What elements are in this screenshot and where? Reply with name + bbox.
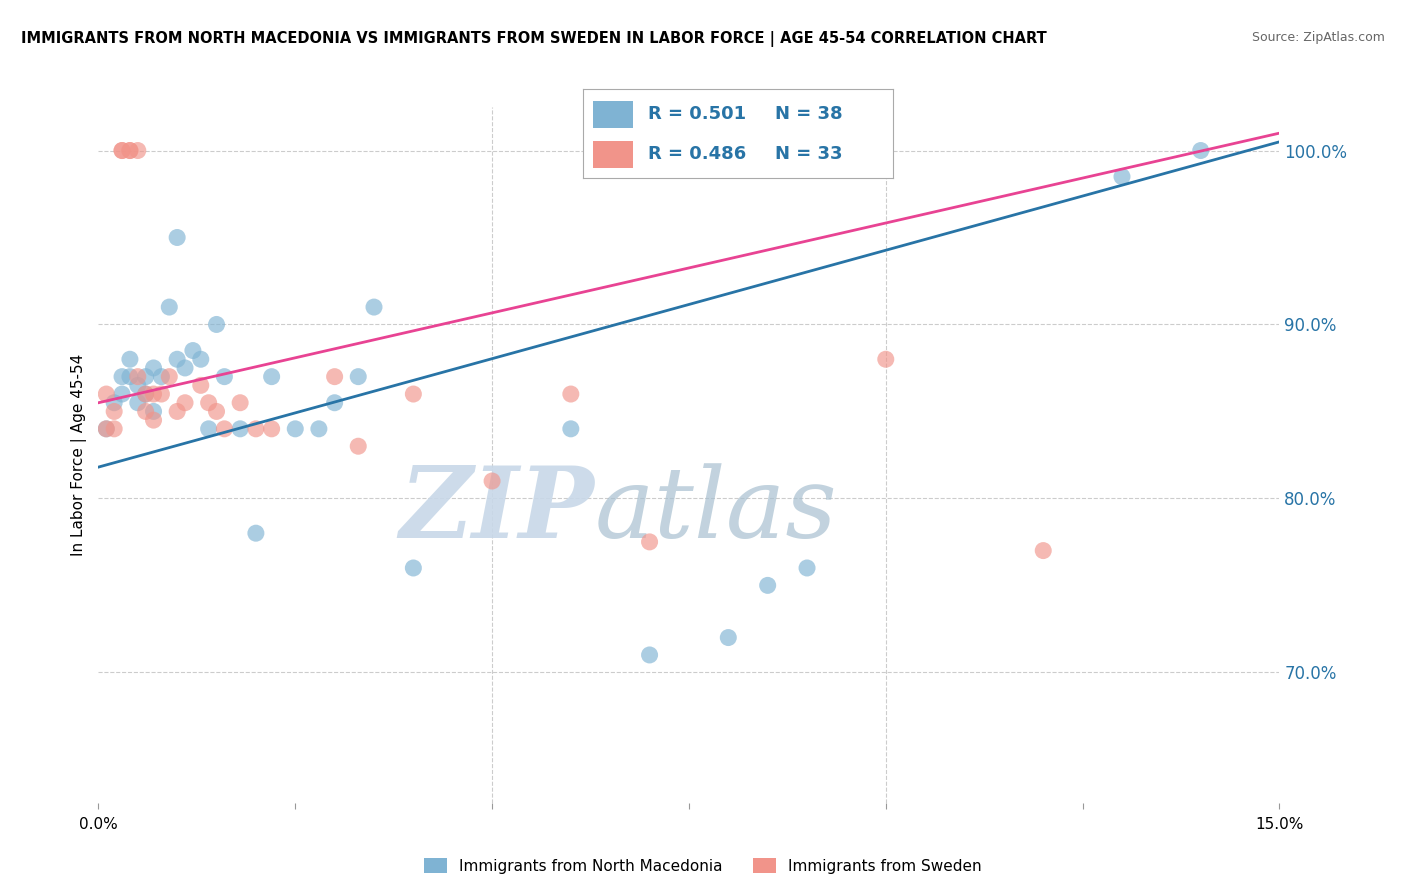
Point (150, 369, 173, 384)
Point (560, 387, 582, 401)
Point (118, 369, 141, 384)
Point (1189, 144, 1212, 158)
Point (717, 631, 740, 645)
Text: Source: ZipAtlas.com: Source: ZipAtlas.com (1251, 31, 1385, 45)
FancyBboxPatch shape (593, 141, 633, 168)
Point (756, 578, 779, 592)
Point (796, 561, 818, 575)
Text: R = 0.486: R = 0.486 (648, 145, 747, 163)
Point (1111, 169, 1133, 184)
Point (560, 422, 582, 436)
Point (103, 422, 125, 436)
Point (118, 144, 141, 158)
Point (96, 387, 118, 401)
Point (260, 369, 283, 384)
Point (135, 404, 157, 418)
Point (229, 422, 252, 436)
Point (96, 422, 118, 436)
Point (142, 404, 165, 418)
Point (135, 387, 157, 401)
Point (174, 360, 197, 375)
Point (127, 144, 149, 158)
Point (135, 387, 157, 401)
Point (205, 404, 228, 418)
Point (127, 369, 149, 384)
Point (402, 387, 425, 401)
Legend: Immigrants from North Macedonia, Immigrants from Sweden: Immigrants from North Macedonia, Immigra… (418, 852, 988, 880)
Text: N = 38: N = 38 (775, 104, 842, 123)
Point (481, 474, 503, 488)
Point (181, 343, 204, 358)
Point (323, 395, 346, 409)
Point (363, 300, 385, 314)
Point (214, 369, 236, 384)
Point (142, 387, 165, 401)
Text: R = 0.501: R = 0.501 (648, 104, 747, 123)
Text: N = 33: N = 33 (775, 145, 842, 163)
Point (229, 395, 252, 409)
Point (111, 387, 134, 401)
Point (166, 230, 188, 244)
Point (245, 526, 267, 541)
Point (308, 422, 330, 436)
Point (197, 422, 219, 436)
Point (245, 422, 267, 436)
Point (166, 352, 188, 367)
Point (96, 422, 118, 436)
Point (197, 395, 219, 409)
Point (111, 369, 134, 384)
Point (157, 300, 180, 314)
Point (260, 422, 283, 436)
Point (142, 360, 165, 375)
Point (142, 413, 165, 427)
Text: ZIP: ZIP (399, 462, 595, 558)
Point (214, 422, 236, 436)
Point (150, 387, 173, 401)
Text: 15.0%: 15.0% (1256, 817, 1303, 831)
Text: 0.0%: 0.0% (79, 817, 118, 831)
Point (127, 378, 149, 392)
Point (174, 395, 197, 409)
Point (118, 144, 141, 158)
Point (111, 144, 134, 158)
Point (284, 422, 307, 436)
Point (205, 318, 228, 332)
FancyBboxPatch shape (593, 101, 633, 128)
Point (111, 144, 134, 158)
Point (1032, 543, 1054, 558)
Point (157, 369, 180, 384)
Point (323, 369, 346, 384)
Point (135, 369, 157, 384)
Point (166, 404, 188, 418)
Point (638, 648, 661, 662)
Point (875, 352, 897, 367)
Point (402, 561, 425, 575)
Text: atlas: atlas (595, 463, 837, 558)
Point (347, 369, 370, 384)
Point (103, 404, 125, 418)
Point (103, 395, 125, 409)
Point (127, 395, 149, 409)
Text: IMMIGRANTS FROM NORTH MACEDONIA VS IMMIGRANTS FROM SWEDEN IN LABOR FORCE | AGE 4: IMMIGRANTS FROM NORTH MACEDONIA VS IMMIG… (21, 31, 1047, 47)
Point (190, 352, 212, 367)
Point (638, 534, 661, 549)
Point (190, 378, 212, 392)
Y-axis label: In Labor Force | Age 45-54: In Labor Force | Age 45-54 (72, 354, 87, 556)
Point (347, 439, 370, 453)
Point (118, 352, 141, 367)
